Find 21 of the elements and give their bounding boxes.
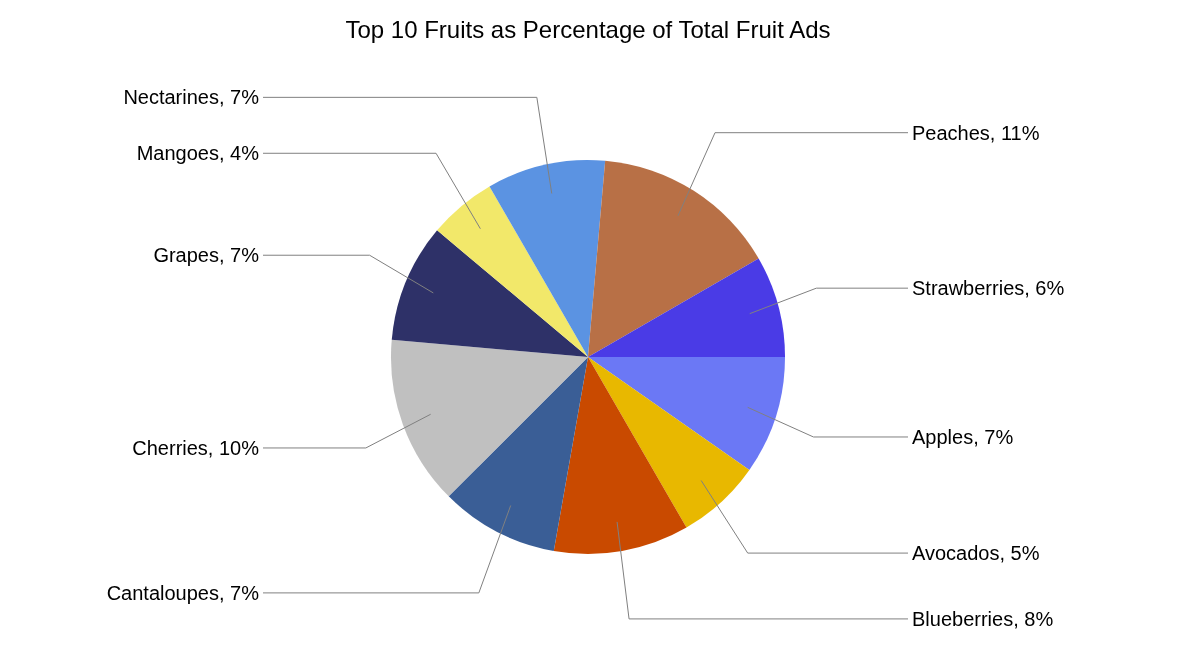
pie-slice [588, 357, 750, 528]
pie-slice [437, 186, 588, 357]
pie-slice [588, 258, 785, 357]
pie-slice [391, 230, 588, 357]
slice-label: Avocados, 5% [912, 542, 1040, 565]
slice-label: Peaches, 11% [912, 121, 1040, 144]
slice-label: Blueberries, 8% [912, 607, 1054, 630]
slice-label: Mangoes, 4% [136, 142, 260, 165]
pie-slice [391, 339, 588, 497]
slice-label: Grapes, 7% [153, 244, 260, 267]
pie-slice [588, 357, 785, 470]
chart-title: Top 10 Fruits as Percentage of Total Fruit Ads [345, 16, 831, 43]
slice-label: Strawberries, 6% [912, 277, 1065, 300]
slice-label: Cherries, 10% [132, 436, 260, 459]
slice-label: Nectarines, 7% [123, 86, 260, 109]
slice-label: Apples, 7% [912, 425, 1014, 448]
pie-slice [588, 160, 759, 357]
pie-slice [489, 160, 606, 357]
pie-slice [448, 357, 588, 552]
pie-slice [553, 357, 687, 554]
slice-label: Cantaloupes, 7% [106, 581, 260, 604]
